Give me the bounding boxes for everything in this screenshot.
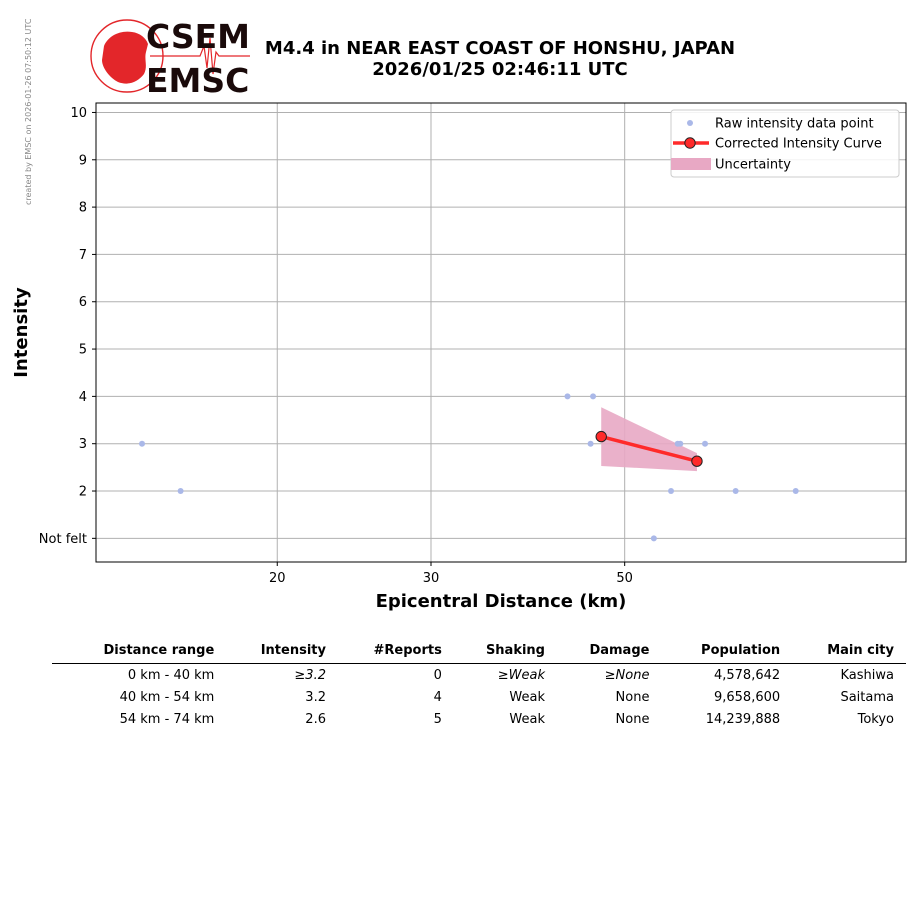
y-tick-label: 9 bbox=[79, 153, 87, 168]
table-cell-intensity: ≥3.2 bbox=[294, 668, 326, 683]
table-cell-intensity: 3.2 bbox=[305, 690, 326, 705]
raw-intensity-point bbox=[177, 488, 184, 495]
y-axis-label: Intensity bbox=[11, 287, 32, 378]
table-cell-intensity: 2.6 bbox=[305, 712, 326, 727]
table-cell-reports: 0 bbox=[433, 668, 442, 683]
table-cell-damage: None bbox=[615, 712, 650, 727]
x-tick-label: 50 bbox=[616, 571, 633, 586]
chart-title-line1: M4.4 in NEAR EAST COAST OF HONSHU, JAPAN bbox=[264, 38, 736, 59]
table-header-cell: Population bbox=[661, 640, 793, 664]
logo-globe-icon bbox=[102, 31, 148, 84]
raw-intensity-point bbox=[139, 440, 146, 447]
table-body: 0 km - 40 km ≥3.2 0 ≥Weak ≥None 4,578,642 Kash… bbox=[52, 664, 906, 731]
raw-intensity-point bbox=[702, 440, 709, 447]
table-cell-city: Kashiwa bbox=[840, 668, 895, 683]
legend-label: Uncertainty bbox=[715, 158, 791, 173]
intensity-chart: 20 30 50 Not felt 2 3 4 5 6 7 8 9 10 Epicentral Dista… bbox=[11, 102, 907, 612]
table-header-cell: Damage bbox=[557, 640, 662, 664]
logo-text-bottom: EMSC bbox=[146, 61, 249, 100]
table-header-cell: Main city bbox=[792, 640, 906, 664]
legend-box bbox=[670, 109, 900, 178]
legend-label: Corrected Intensity Curve bbox=[715, 137, 882, 152]
table-cell-shaking: Weak bbox=[509, 712, 545, 727]
table-cell-range: 0 km - 40 km bbox=[127, 668, 215, 683]
y-tick-label: Not felt bbox=[39, 532, 87, 547]
table-cell-shaking: ≥Weak bbox=[497, 668, 545, 683]
table-cell-city: Tokyo bbox=[857, 712, 894, 727]
table-cell-range: 40 km - 54 km bbox=[119, 690, 215, 705]
table-row: 54 km - 74 km 2.6 5 Weak None 14,239,888 Tokyo bbox=[52, 708, 906, 730]
table-cell-population: 4,578,642 bbox=[713, 668, 781, 683]
table-cell-damage: None bbox=[615, 690, 650, 705]
corrected-intensity-line bbox=[600, 434, 698, 463]
table-row: 40 km - 54 km 3.2 4 Weak None 9,658,600 Saitam… bbox=[52, 686, 906, 708]
plot-frame bbox=[95, 102, 907, 563]
raw-intensity-point bbox=[677, 440, 684, 447]
chart-title: M4.4 in NEAR EAST COAST OF HONSHU, JAPAN… bbox=[235, 38, 765, 80]
table-cell-shaking: Weak bbox=[509, 690, 545, 705]
y-tick-label: 8 bbox=[79, 201, 87, 216]
table-cell-damage: ≥None bbox=[604, 668, 650, 683]
legend-uncertainty-swatch bbox=[671, 158, 711, 170]
table-header-cell: #Reports bbox=[337, 640, 454, 664]
x-tick-label: 20 bbox=[269, 571, 286, 586]
legend-curve-marker bbox=[684, 137, 696, 149]
y-tick-label: 7 bbox=[79, 248, 87, 263]
raw-intensity-point bbox=[590, 393, 597, 400]
table-header-row: Distance range Intensity #Reports Shaking Da… bbox=[52, 640, 906, 664]
table-cell-reports: 4 bbox=[433, 690, 442, 705]
table-header-cell: Intensity bbox=[226, 640, 338, 664]
table-row: 0 km - 40 km ≥3.2 0 ≥Weak ≥None 4,578,642 Kash… bbox=[52, 664, 906, 687]
corrected-intensity-marker bbox=[691, 455, 703, 467]
legend-label: Raw intensity data point bbox=[715, 117, 874, 132]
y-tick-label: 4 bbox=[79, 390, 87, 405]
corrected-intensity-marker bbox=[595, 430, 607, 443]
raw-intensity-point bbox=[587, 440, 594, 447]
intensity-table: Distance range Intensity #Reports Shaking Da… bbox=[52, 640, 906, 730]
logo-seismogram-icon bbox=[150, 37, 250, 75]
table-cell-city: Saitama bbox=[840, 690, 894, 705]
y-tick-label: 10 bbox=[70, 106, 87, 121]
y-tick-label: 5 bbox=[79, 343, 87, 358]
raw-intensity-point bbox=[668, 488, 675, 495]
legend-raw-marker bbox=[687, 120, 693, 126]
logo-text-top: CSEM bbox=[146, 17, 250, 56]
creation-note: created by EMSC on 2026-01-26 07:50:12 U… bbox=[24, 18, 33, 205]
raw-intensity-point bbox=[792, 488, 799, 495]
table-header-cell: Shaking bbox=[453, 640, 557, 664]
raw-intensity-point bbox=[564, 393, 571, 400]
x-axis-label: Epicentral Distance (km) bbox=[376, 591, 627, 612]
table-cell-population: 14,239,888 bbox=[705, 712, 781, 727]
table-cell-range: 54 km - 74 km bbox=[119, 712, 215, 727]
y-tick-label: 3 bbox=[79, 437, 87, 452]
table-cell-reports: 5 bbox=[433, 712, 442, 727]
creation-note-text: created by EMSC on 2026-01-26 07:50:12 U… bbox=[24, 18, 33, 205]
raw-intensity-point bbox=[650, 535, 657, 542]
table-cell-population: 9,658,600 bbox=[713, 690, 781, 705]
raw-intensity-point bbox=[732, 488, 739, 495]
x-tick-label: 30 bbox=[423, 571, 440, 586]
y-tick-label: 6 bbox=[79, 295, 87, 310]
emsc-logo: CSEM EMSC bbox=[90, 17, 250, 100]
y-tick-label: 2 bbox=[79, 485, 87, 500]
chart-title-line2: 2026/01/25 02:46:11 UTC bbox=[372, 59, 628, 80]
table-header-cell: Distance range bbox=[52, 640, 227, 664]
